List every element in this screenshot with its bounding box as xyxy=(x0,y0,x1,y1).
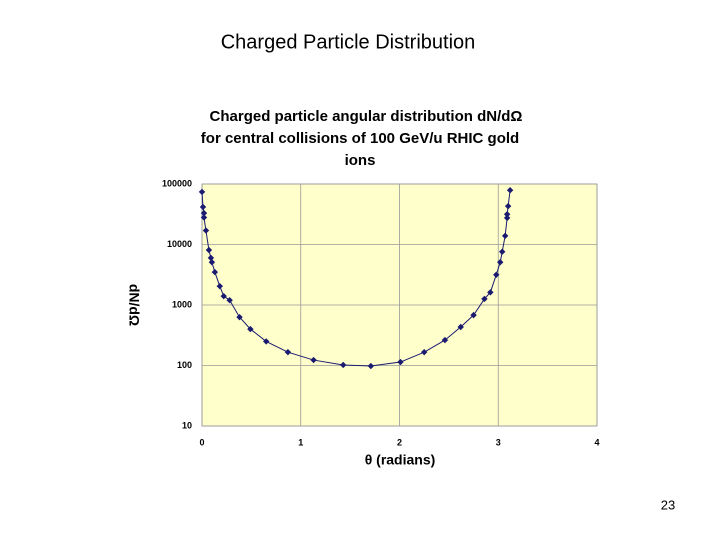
data-point xyxy=(284,348,292,356)
data-point xyxy=(367,362,375,370)
chart-title: ions xyxy=(345,152,376,169)
data-line xyxy=(201,190,511,367)
data-point xyxy=(220,292,227,300)
y-tick-label: 10 xyxy=(182,420,192,430)
data-point xyxy=(198,188,206,196)
y-tick-label: 10000 xyxy=(167,239,192,249)
data-point xyxy=(340,361,347,369)
x-axis-label: θ (radians) xyxy=(365,452,436,468)
data-point xyxy=(200,214,208,221)
data-point xyxy=(200,209,208,217)
data-point xyxy=(310,356,317,364)
data-point xyxy=(211,268,219,276)
data-point xyxy=(236,313,243,321)
data-point xyxy=(420,348,428,356)
data-point xyxy=(199,203,207,211)
chart-title: for central collisions of 100 GeV/u RHIC… xyxy=(201,130,519,147)
y-axis-label: dN/dΩ xyxy=(126,284,142,326)
data-point xyxy=(493,271,500,278)
data-point xyxy=(506,186,514,194)
data-point xyxy=(481,295,488,303)
data-point xyxy=(262,338,270,345)
x-tick-label: 1 xyxy=(298,437,303,447)
data-point xyxy=(208,258,216,266)
data-point xyxy=(216,282,223,290)
data-point xyxy=(226,297,233,304)
data-point xyxy=(247,325,254,333)
slide-title: Charged Particle Distribution xyxy=(221,31,476,53)
data-point xyxy=(470,311,477,319)
data-point xyxy=(504,202,512,210)
data-point xyxy=(202,227,210,234)
y-tick-label: 1000 xyxy=(172,299,192,309)
data-point xyxy=(501,232,509,240)
data-point xyxy=(503,211,511,218)
data-point xyxy=(499,248,506,255)
chart-title: Charged particle angular distribution dN… xyxy=(210,108,523,125)
page-number: 23 xyxy=(661,497,675,512)
data-point xyxy=(503,214,511,222)
data-point xyxy=(457,323,464,331)
data-point xyxy=(497,258,504,266)
y-tick-label: 100 xyxy=(177,360,192,370)
x-tick-label: 2 xyxy=(397,437,402,447)
data-point xyxy=(207,254,215,262)
y-tick-label: 100000 xyxy=(162,178,192,188)
data-point xyxy=(205,246,213,254)
x-tick-label: 3 xyxy=(496,437,501,447)
data-point xyxy=(487,289,494,296)
x-tick-label: 0 xyxy=(199,437,204,447)
x-tick-label: 4 xyxy=(594,437,599,447)
data-point xyxy=(441,336,449,344)
data-point xyxy=(397,358,404,366)
